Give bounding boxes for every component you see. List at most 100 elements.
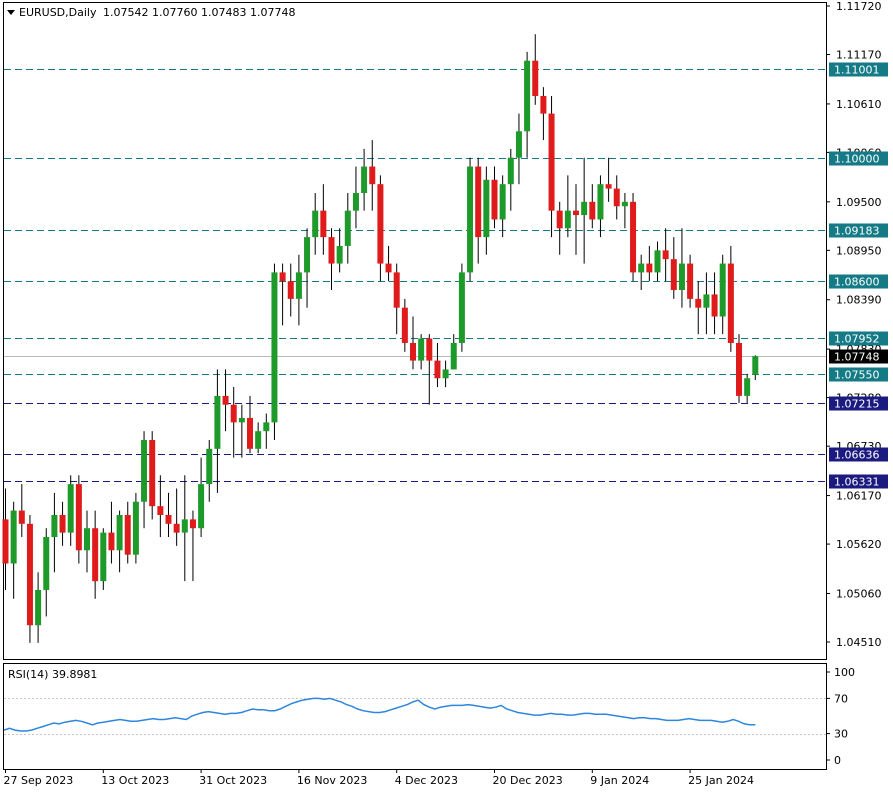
bull-candle[interactable] — [43, 528, 50, 617]
bull-candle[interactable] — [181, 475, 188, 582]
bull-candle[interactable] — [132, 492, 139, 564]
level-price-tag — [829, 396, 888, 411]
bear-candle[interactable] — [26, 514, 33, 643]
bear-candle[interactable] — [646, 245, 653, 282]
bull-candle[interactable] — [597, 175, 604, 238]
bear-candle[interactable] — [630, 193, 637, 282]
bull-candle[interactable] — [35, 572, 42, 643]
bull-candle[interactable] — [352, 166, 359, 229]
bear-candle[interactable] — [605, 157, 612, 202]
bear-candle[interactable] — [75, 475, 82, 564]
bull-candle[interactable] — [361, 148, 368, 211]
bear-candle[interactable] — [401, 298, 408, 352]
bear-candle[interactable] — [173, 488, 180, 546]
collapse-triangle-icon[interactable] — [7, 10, 15, 15]
bear-candle[interactable] — [491, 166, 498, 229]
bull-candle[interactable] — [51, 492, 58, 573]
bull-candle[interactable] — [524, 51, 531, 158]
bear-candle[interactable] — [548, 95, 555, 238]
bear-candle[interactable] — [426, 334, 433, 405]
bear-candle[interactable] — [279, 263, 286, 326]
bull-candle[interactable] — [483, 166, 490, 255]
bull-candle[interactable] — [458, 263, 465, 352]
bear-candle[interactable] — [157, 475, 164, 538]
bull-candle[interactable] — [10, 501, 17, 599]
bear-candle[interactable] — [377, 175, 384, 282]
bear-candle[interactable] — [247, 395, 253, 454]
bull-candle[interactable] — [198, 457, 205, 538]
time-tick-label: 27 Sep 2023 — [4, 774, 74, 787]
bear-candle[interactable] — [475, 157, 482, 264]
bull-candle[interactable] — [295, 254, 302, 326]
bull-candle[interactable] — [515, 113, 522, 185]
bear-candle[interactable] — [711, 272, 718, 335]
current-price-label: 1.07748 — [834, 351, 880, 364]
bull-candle[interactable] — [752, 355, 759, 381]
bull-candle[interactable] — [312, 193, 319, 255]
bear-candle[interactable] — [222, 369, 229, 432]
bear-candle[interactable] — [165, 492, 172, 538]
bear-candle[interactable] — [59, 501, 66, 546]
level-price-label: 1.10000 — [834, 153, 880, 166]
bull-candle[interactable] — [564, 175, 571, 238]
bear-candle[interactable] — [320, 184, 327, 255]
bear-candle[interactable] — [434, 342, 441, 388]
bear-candle[interactable] — [589, 184, 596, 229]
bear-candle[interactable] — [736, 334, 742, 403]
bull-candle[interactable] — [344, 193, 351, 264]
level-price-tag — [829, 474, 888, 489]
bear-candle[interactable] — [18, 484, 25, 538]
bear-candle[interactable] — [727, 245, 734, 352]
bull-candle[interactable] — [84, 510, 90, 573]
bear-candle[interactable] — [92, 510, 99, 599]
bear-candle[interactable] — [532, 34, 539, 105]
bull-candle[interactable] — [418, 334, 425, 370]
bull-candle[interactable] — [703, 272, 710, 335]
bear-candle[interactable] — [2, 488, 9, 590]
bear-candle[interactable] — [124, 501, 131, 564]
bull-candle[interactable] — [638, 254, 645, 291]
bear-candle[interactable] — [369, 140, 376, 211]
bear-candle[interactable] — [613, 175, 620, 220]
bear-candle[interactable] — [393, 263, 400, 335]
bull-candle[interactable] — [442, 360, 449, 388]
bull-candle[interactable] — [214, 369, 221, 493]
bull-candle[interactable] — [238, 404, 245, 458]
bear-candle[interactable] — [662, 228, 669, 282]
bear-candle[interactable] — [108, 501, 115, 564]
bear-candle[interactable] — [328, 228, 335, 291]
level-price-tag — [829, 331, 888, 346]
bear-candle[interactable] — [189, 510, 196, 582]
bear-candle[interactable] — [385, 245, 392, 282]
bear-candle[interactable] — [230, 387, 237, 458]
bull-candle[interactable] — [304, 228, 311, 308]
bull-candle[interactable] — [719, 254, 726, 335]
bull-candle[interactable] — [507, 148, 514, 211]
bull-candle[interactable] — [206, 439, 213, 502]
bull-candle[interactable] — [67, 475, 74, 546]
bear-candle[interactable] — [573, 184, 579, 255]
bear-candle[interactable] — [410, 316, 416, 370]
bull-candle[interactable] — [581, 157, 588, 264]
bull-candle[interactable] — [654, 241, 661, 282]
bull-candle[interactable] — [621, 193, 628, 229]
bear-candle[interactable] — [149, 431, 156, 520]
bull-candle[interactable] — [116, 510, 123, 573]
bear-candle[interactable] — [556, 201, 563, 255]
bear-candle[interactable] — [670, 237, 677, 299]
bull-candle[interactable] — [336, 228, 343, 273]
bull-candle[interactable] — [141, 431, 148, 529]
bull-candle[interactable] — [744, 373, 751, 403]
bull-candle[interactable] — [467, 157, 474, 282]
bull-candle[interactable] — [450, 334, 457, 370]
bull-candle[interactable] — [678, 228, 685, 308]
bull-candle[interactable] — [263, 413, 270, 449]
bear-candle[interactable] — [687, 254, 694, 308]
bear-candle[interactable] — [695, 281, 702, 335]
bull-candle[interactable] — [255, 422, 262, 454]
bear-candle[interactable] — [287, 263, 294, 317]
bull-candle[interactable] — [499, 175, 506, 238]
bull-candle[interactable] — [100, 528, 107, 590]
bear-candle[interactable] — [540, 87, 547, 141]
bull-candle[interactable] — [271, 263, 278, 440]
